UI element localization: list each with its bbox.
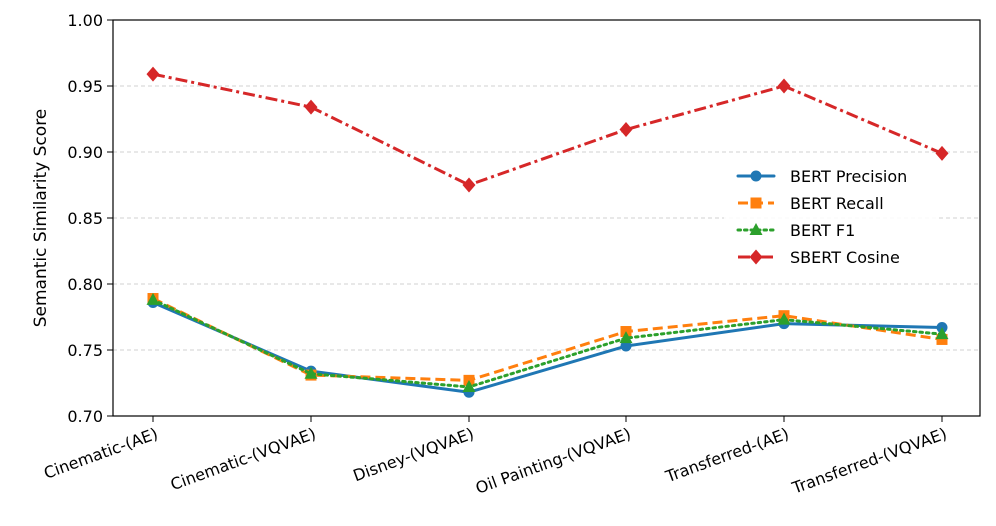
data-point-bert-f1 xyxy=(304,366,318,379)
y-axis-label: Semantic Similarity Score xyxy=(31,109,51,328)
y-tick-label: 0.95 xyxy=(67,77,103,96)
series-line-sbert-cosine xyxy=(152,72,943,187)
y-tick-label: 0.80 xyxy=(67,275,103,294)
data-point-sbert-cosine xyxy=(935,145,949,161)
x-tick-label: Transferred-(AE) xyxy=(662,424,791,487)
legend-label-bert-precision: BERT Precision xyxy=(790,167,907,186)
y-tick-label: 0.90 xyxy=(67,143,103,162)
data-point-bert-f1 xyxy=(146,292,160,305)
series-line-bert-precision xyxy=(151,300,944,394)
data-point-bert-f1 xyxy=(462,379,476,392)
legend: BERT Precision BERT Recall BERT F1 SBERT Co… xyxy=(724,158,936,276)
x-tick-label: Cinematic-(VQVAE) xyxy=(168,424,319,494)
legend-label-bert-f1: BERT F1 xyxy=(790,221,855,240)
legend-label-bert-recall: BERT Recall xyxy=(790,194,884,213)
x-tick-label: Disney-(VQVAE) xyxy=(350,424,476,485)
data-point-sbert-cosine xyxy=(777,78,791,94)
legend-marker-bert-recall xyxy=(750,197,762,209)
legend-marker-bert-precision xyxy=(750,170,762,182)
data-point-bert-f1 xyxy=(935,327,949,340)
x-tick-label: Oil Painting-(VQVAE) xyxy=(473,424,633,498)
y-tick-label: 0.75 xyxy=(67,341,103,360)
y-tick-label: 1.00 xyxy=(67,11,103,30)
y-tick-label: 0.85 xyxy=(67,209,103,228)
data-point-bert-precision xyxy=(620,340,632,352)
series-layer xyxy=(146,66,949,398)
series-sbert-cosine xyxy=(146,66,949,193)
data-point-sbert-cosine xyxy=(619,122,633,138)
data-point-bert-f1 xyxy=(619,331,633,344)
legend-label-sbert-cosine: SBERT Cosine xyxy=(790,248,900,267)
data-point-bert-f1 xyxy=(777,312,791,325)
y-tick-label: 0.70 xyxy=(67,407,103,426)
data-point-sbert-cosine xyxy=(304,99,318,115)
series-bert-precision xyxy=(147,296,948,398)
data-point-sbert-cosine xyxy=(462,177,476,193)
series-line-bert-recall xyxy=(152,297,943,382)
data-point-bert-recall xyxy=(936,333,948,345)
legend-marker-bert-f1 xyxy=(749,223,763,235)
legend-marker-sbert-cosine xyxy=(749,249,763,265)
data-point-sbert-cosine xyxy=(146,66,160,82)
x-tick-label: Cinematic-(AE) xyxy=(41,424,160,483)
x-tick-label: Transferred-(VQVAE) xyxy=(789,424,950,498)
series-line-bert-f1 xyxy=(151,298,944,389)
series-bert-f1 xyxy=(146,292,949,392)
series-bert-recall xyxy=(147,293,948,386)
